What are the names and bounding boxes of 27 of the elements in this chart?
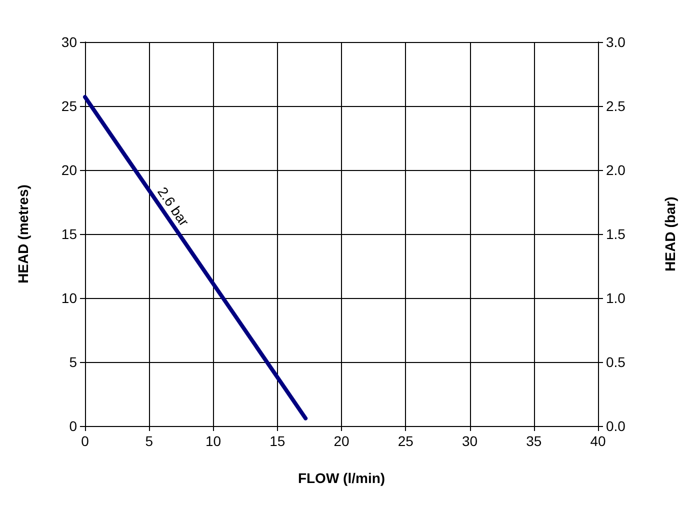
y2-tick-label: 0.5 [606,354,626,370]
x-tick-label: 5 [145,433,154,449]
x-tick-label: 25 [398,433,414,449]
x-tick-label: 40 [590,433,606,449]
text: 2.6 bar [154,184,193,230]
y-tick-label: 5 [69,354,78,370]
y-tick-label: 20 [61,162,78,178]
x-tick-label: 0 [81,433,90,449]
y-tick-label: 15 [61,226,78,242]
x-tick-label: 30 [462,433,478,449]
x-tick-label: 10 [205,433,222,449]
y-tick-label: 25 [61,98,78,114]
y-tick-label: 0 [69,418,78,434]
y2-tick-label: 2.5 [606,98,626,114]
y2-tick-label: 3.0 [606,34,626,50]
y2-axis-title: HEAD (bar) [662,196,678,272]
y2-tick-label: 1.5 [606,226,626,242]
y-tick-label: 10 [61,290,78,306]
x-axis-title: FLOW (l/min) [298,470,386,486]
x-tick-label: 35 [526,433,542,449]
y-axis-title: HEAD (metres) [15,184,31,284]
y2-tick-label: 0.0 [606,418,626,434]
y2-tick-label: 2.0 [606,162,626,178]
y-tick-label: 30 [61,34,78,50]
x-tick-label: 15 [270,433,286,449]
y2-tick-label: 1.0 [606,290,626,306]
x-tick-label: 20 [334,433,350,449]
